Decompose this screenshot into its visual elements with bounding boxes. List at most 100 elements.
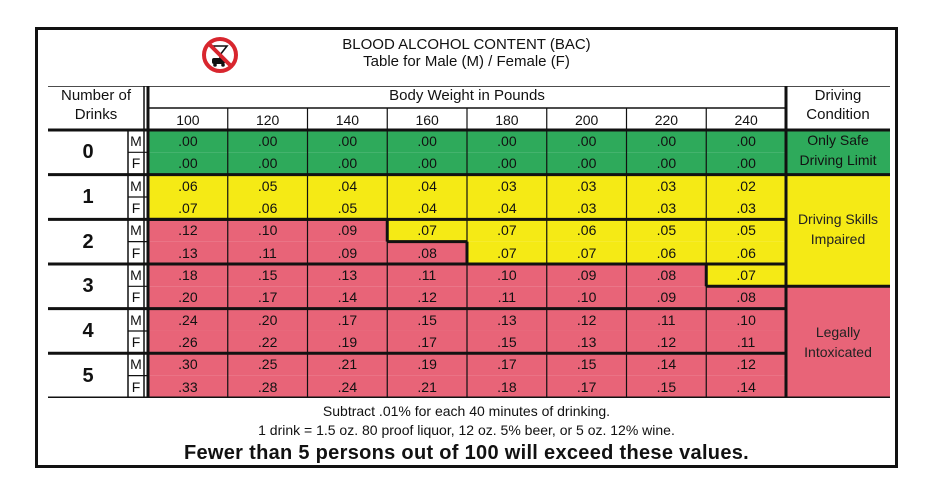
- weight-header: 120: [255, 112, 280, 128]
- bac-cell-bg: [467, 196, 547, 220]
- bac-value-cell: .03: [736, 199, 756, 216]
- bac-cell-bg: [467, 263, 547, 287]
- bac-cell-bg: [546, 375, 627, 398]
- bac-value-cell: .06: [736, 244, 756, 261]
- bac-cell-bg: [148, 241, 228, 264]
- bac-value-cell: .09: [337, 222, 358, 239]
- bac-cell-bg: [148, 196, 228, 220]
- bac-cell-bg: [706, 263, 786, 287]
- bac-value-cell: .00: [337, 133, 358, 149]
- bac-chart-frame: BLOOD ALCOHOL CONTENT (BAC) Table for Ma…: [35, 27, 898, 468]
- sex-label: M: [130, 266, 142, 283]
- bac-value-cell: .00: [656, 155, 677, 172]
- bac-value-cell: .15: [257, 266, 278, 283]
- page-title: BLOOD ALCOHOL CONTENT (BAC): [342, 36, 591, 53]
- bac-cell-bg: [227, 241, 308, 264]
- bac-value-cell: .11: [417, 266, 437, 283]
- bac-value-cell: .17: [497, 356, 517, 373]
- bac-value-cell: .12: [576, 311, 597, 328]
- sex-label: M: [130, 356, 142, 373]
- zone-impaired-line2: Impaired: [810, 231, 866, 247]
- bac-value-cell: .06: [656, 244, 677, 261]
- bac-cell-bg: [148, 152, 228, 175]
- bac-cell-bg: [546, 353, 627, 376]
- bac-cell-bg: [626, 130, 707, 153]
- sex-label: F: [131, 244, 141, 261]
- bac-value-cell: .18: [497, 378, 517, 395]
- bac-value-cell: .11: [736, 333, 756, 350]
- bac-value-cell: .00: [656, 133, 677, 149]
- bac-cell-bg: [706, 330, 786, 354]
- bac-value-cell: .00: [417, 133, 437, 149]
- bac-value-cell: .04: [337, 177, 358, 194]
- title-block: BLOOD ALCOHOL CONTENT (BAC) Table for Ma…: [38, 36, 895, 70]
- bac-value-cell: .15: [497, 333, 517, 350]
- bac-cell-bg: [546, 130, 627, 153]
- bac-cell-bg: [387, 174, 467, 197]
- bac-value-cell: .00: [417, 155, 437, 172]
- bac-value-cell: .04: [497, 199, 517, 216]
- bac-cell-bg: [546, 219, 627, 242]
- bac-cell-bg: [546, 196, 627, 220]
- zone-impaired-line1: Driving Skills: [797, 211, 879, 227]
- bac-value-cell: .15: [576, 356, 597, 373]
- weight-header: 100: [176, 112, 200, 128]
- bac-value-cell: .00: [576, 155, 597, 172]
- bac-cell-bg: [387, 330, 467, 354]
- bac-value-cell: .05: [656, 222, 677, 239]
- bac-value-cell: .07: [576, 244, 597, 261]
- bac-cell-bg: [706, 241, 786, 264]
- bac-value-cell: .13: [337, 266, 358, 283]
- bac-value-cell: .07: [497, 222, 517, 239]
- sex-label: M: [130, 133, 142, 149]
- bac-cell-bg: [387, 375, 467, 398]
- bac-value-cell: .22: [257, 333, 278, 350]
- bac-cell-bg: [467, 219, 547, 242]
- bac-cell-bg: [626, 286, 707, 309]
- bac-cell-bg: [626, 330, 707, 354]
- bac-cell-bg: [706, 308, 786, 331]
- header-drinks-line1: Number of: [60, 87, 132, 104]
- bac-value-cell: .21: [417, 378, 437, 395]
- bac-cell-bg: [387, 286, 467, 309]
- bac-cell-bg: [626, 196, 707, 220]
- bac-value-cell: .18: [178, 266, 198, 283]
- bac-cell-bg: [307, 330, 388, 354]
- bac-value-cell: .00: [576, 133, 597, 149]
- bac-value-cell: .21: [337, 356, 358, 373]
- bac-value-cell: .17: [337, 311, 358, 328]
- bac-cell-bg: [227, 174, 308, 197]
- bac-value-cell: .33: [178, 378, 198, 395]
- bac-cell-bg: [307, 174, 388, 197]
- bac-cell-bg: [387, 152, 467, 175]
- bac-value-cell: .07: [736, 266, 756, 283]
- bac-cell-bg: [387, 308, 467, 331]
- page-subtitle: Table for Male (M) / Female (F): [363, 53, 570, 70]
- bac-cell-bg: [387, 130, 467, 153]
- bac-cell-bg: [307, 308, 388, 331]
- bac-value-cell: .08: [736, 289, 756, 306]
- bac-value-cell: .17: [257, 289, 278, 306]
- bac-cell-bg: [626, 152, 707, 175]
- bac-value-cell: .00: [257, 133, 278, 149]
- bac-value-cell: .10: [497, 266, 517, 283]
- bac-cell-bg: [706, 152, 786, 175]
- bac-cell-bg: [387, 241, 467, 264]
- bac-value-cell: .12: [417, 289, 437, 306]
- bac-cell-bg: [148, 130, 228, 153]
- drinks-count: 3: [82, 275, 94, 298]
- sex-label: F: [131, 378, 141, 395]
- bac-value-cell: .05: [257, 177, 278, 194]
- weight-header: 180: [495, 112, 519, 128]
- sex-label: M: [130, 177, 142, 194]
- bac-cell-bg: [467, 353, 547, 376]
- bac-cell-bg: [546, 308, 627, 331]
- sex-label: F: [131, 333, 141, 350]
- bac-cell-bg: [227, 219, 308, 242]
- bac-cell-bg: [626, 263, 707, 287]
- header-body-weight: Body Weight in Pounds: [389, 87, 545, 104]
- bac-value-cell: .07: [497, 244, 517, 261]
- bac-cell-bg: [387, 353, 467, 376]
- header-drinks-line2: Drinks: [74, 106, 118, 123]
- bac-value-cell: .13: [497, 311, 517, 328]
